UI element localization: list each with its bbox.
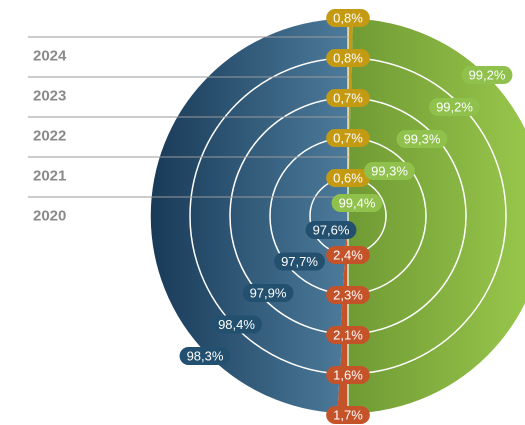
label-pill	[211, 315, 262, 334]
ring-segment	[189, 57, 348, 374]
label-pill	[326, 366, 370, 384]
year-label: 2024	[33, 48, 67, 65]
label-pill	[305, 221, 357, 239]
value-label: 98,4%	[211, 315, 262, 334]
label-text: 0,7%	[333, 131, 363, 146]
label-text: 0,7%	[333, 91, 363, 106]
label-pill	[331, 194, 383, 212]
value-label: 2,3%	[326, 286, 370, 304]
value-label: 97,7%	[274, 252, 325, 271]
label-text: 2,3%	[333, 288, 363, 303]
value-label: 99,4%	[331, 194, 383, 212]
label-pill	[326, 246, 370, 264]
label-pill	[326, 286, 370, 304]
value-label: 2,1%	[326, 326, 370, 344]
label-text: 2,4%	[333, 248, 363, 263]
label-text: 99,4%	[339, 196, 376, 211]
ring-segment	[348, 58, 352, 99]
value-label: 0,7%	[326, 129, 370, 147]
label-text: 2,1%	[333, 328, 363, 343]
value-label: 99,2%	[429, 98, 480, 116]
label-pill	[461, 66, 513, 84]
year-label: 2021	[33, 168, 66, 185]
label-pill	[326, 406, 370, 424]
value-label: 97,6%	[305, 221, 357, 239]
label-text: 98,4%	[218, 317, 255, 332]
value-label: 98,3%	[179, 347, 231, 365]
value-label: 0,6%	[326, 169, 370, 187]
label-text: 0,6%	[333, 171, 363, 186]
label-pill	[326, 129, 370, 147]
label-text: 1,6%	[333, 368, 363, 383]
label-pill	[242, 284, 294, 302]
label-pill	[274, 252, 325, 271]
ring-segment	[348, 58, 506, 374]
year-label: 2023	[33, 88, 66, 105]
label-pill	[396, 130, 448, 148]
label-pill	[326, 89, 370, 107]
label-pill	[326, 9, 370, 27]
value-label: 99,2%	[461, 66, 513, 84]
value-label: 0,7%	[326, 89, 370, 107]
value-label: 0,8%	[326, 9, 370, 27]
ring-segment	[348, 18, 353, 59]
label-text: 97,7%	[281, 254, 318, 269]
value-label: 99,3%	[396, 130, 448, 148]
label-text: 0,8%	[333, 51, 363, 66]
value-label: 1,7%	[326, 406, 370, 424]
label-text: 99,2%	[436, 100, 473, 115]
ring-segment	[348, 98, 467, 334]
label-pill	[326, 49, 370, 67]
value-label: 1,6%	[326, 366, 370, 384]
label-text: 1,7%	[333, 408, 363, 423]
ring-segment	[348, 18, 525, 414]
label-text: 99,2%	[469, 68, 506, 83]
label-pill	[179, 347, 231, 365]
label-pill	[429, 98, 480, 116]
label-text: 97,9%	[250, 286, 287, 301]
label-text: 99,3%	[371, 164, 408, 179]
value-label: 0,8%	[326, 49, 370, 67]
year-label: 2022	[33, 128, 66, 145]
label-pill	[364, 162, 415, 180]
label-pill	[326, 169, 370, 187]
label-text: 0,8%	[333, 11, 363, 26]
label-pill	[326, 326, 370, 344]
label-text: 98,3%	[187, 349, 224, 364]
value-label: 2,4%	[326, 246, 370, 264]
label-text: 99,3%	[404, 132, 441, 147]
year-label: 2020	[33, 208, 66, 225]
value-label: 97,9%	[242, 284, 294, 302]
ring-segment	[348, 98, 351, 139]
value-label: 99,3%	[364, 162, 415, 180]
label-text: 97,6%	[313, 223, 350, 238]
